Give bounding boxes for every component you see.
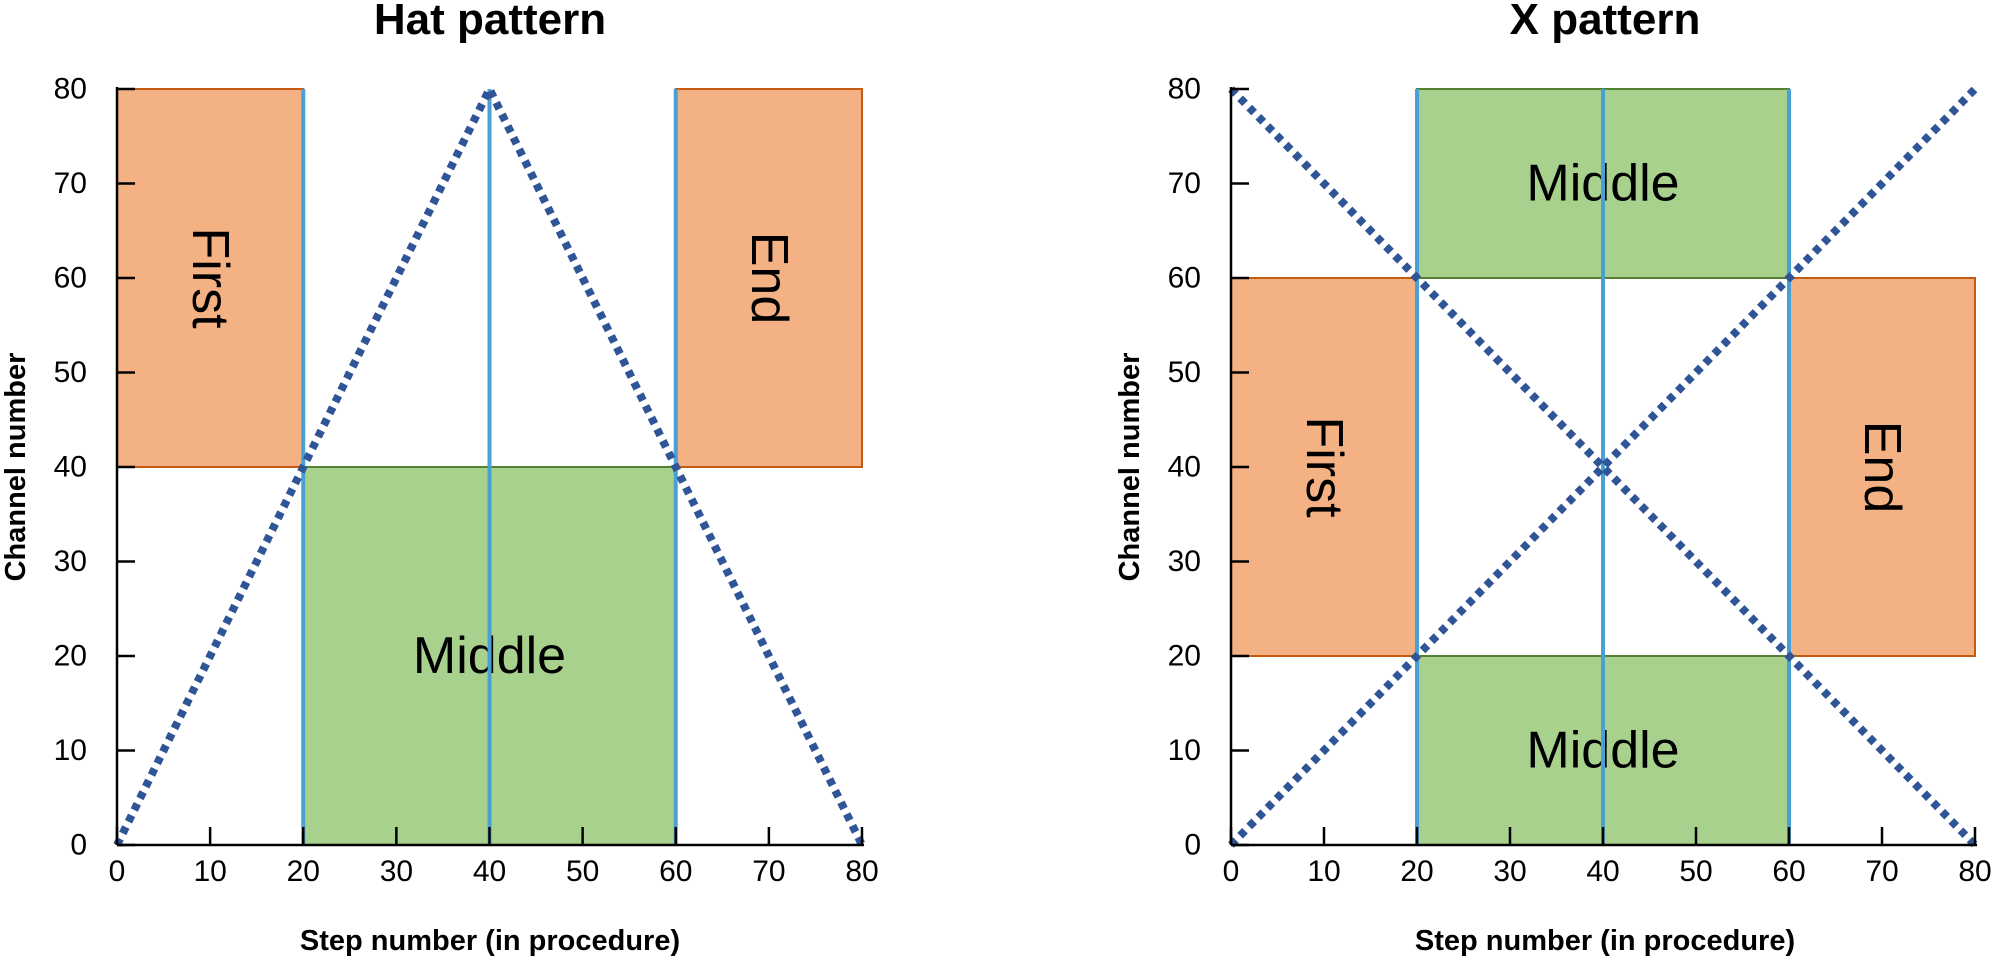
x-tick-label: 60 xyxy=(1772,855,1805,888)
x-tick-label: 80 xyxy=(1958,855,1991,888)
region-label-first-0: First xyxy=(181,227,239,329)
y-tick-label: 30 xyxy=(1168,545,1201,578)
x-tick-label: 0 xyxy=(109,855,126,888)
x-tick-label: 70 xyxy=(752,855,785,888)
hat-pattern-chart: Hat pattern First End Middle 0 10 20 30 40 50 60 70… xyxy=(0,0,879,957)
y-tick-label: 0 xyxy=(70,829,87,862)
x-pattern-chart: X pattern Middle First End Middle 0 10 20 30 40 50… xyxy=(1000,0,2000,958)
y-tick-label: 40 xyxy=(1168,451,1201,484)
x-axis-label: Step number (in procedure) xyxy=(300,925,680,957)
x-tick-label: 60 xyxy=(659,855,692,888)
x-tick-label: 40 xyxy=(1586,855,1619,888)
x-tick-label: 30 xyxy=(380,855,413,888)
x-tick-label: 20 xyxy=(287,855,320,888)
x-tick-label: 50 xyxy=(566,855,599,888)
y-axis-label: Channel number xyxy=(0,353,32,582)
y-tick-label: 40 xyxy=(54,451,87,484)
y-tick-label: 50 xyxy=(54,356,87,389)
y-tick-label: 20 xyxy=(54,640,87,673)
x-tick-label: 0 xyxy=(1223,855,1240,888)
region-first-0 xyxy=(116,88,305,468)
chart-title: Hat pattern xyxy=(374,0,606,44)
x-tick-label: 70 xyxy=(1865,855,1898,888)
dotted-series-0 xyxy=(113,79,866,847)
y-tick-label: 80 xyxy=(1168,73,1201,106)
x-tick-label: 80 xyxy=(845,855,878,888)
y-tick-label: 60 xyxy=(54,262,87,295)
x-axis-label: Step number (in procedure) xyxy=(1415,925,1795,957)
y-tick-label: 10 xyxy=(54,734,87,767)
region-label-end-2: End xyxy=(1853,421,1911,514)
y-tick-label: 70 xyxy=(54,167,87,200)
x-tick-label: 10 xyxy=(193,855,226,888)
y-tick-label: 20 xyxy=(1168,640,1201,673)
y-tick-label: 30 xyxy=(54,545,87,578)
y-tick-label: 70 xyxy=(1168,167,1201,200)
x-tick-label: 10 xyxy=(1307,855,1340,888)
y-tick-label: 0 xyxy=(1184,829,1201,862)
x-tick-label: 20 xyxy=(1400,855,1433,888)
chart-title: X pattern xyxy=(1510,0,1701,44)
x-tick-label: 50 xyxy=(1679,855,1712,888)
y-tick-label: 60 xyxy=(1168,262,1201,295)
y-axis-label: Channel number xyxy=(1114,353,1146,582)
x-tick-label: 30 xyxy=(1493,855,1526,888)
x-tick-label: 40 xyxy=(473,855,506,888)
region-label-first-1: First xyxy=(1295,416,1353,518)
y-tick-label: 50 xyxy=(1168,356,1201,389)
y-tick-label: 80 xyxy=(54,73,87,106)
region-end-2 xyxy=(1788,277,1976,657)
region-label-end-1: End xyxy=(740,232,798,325)
region-end-1 xyxy=(674,88,863,468)
y-tick-label: 10 xyxy=(1168,734,1201,767)
